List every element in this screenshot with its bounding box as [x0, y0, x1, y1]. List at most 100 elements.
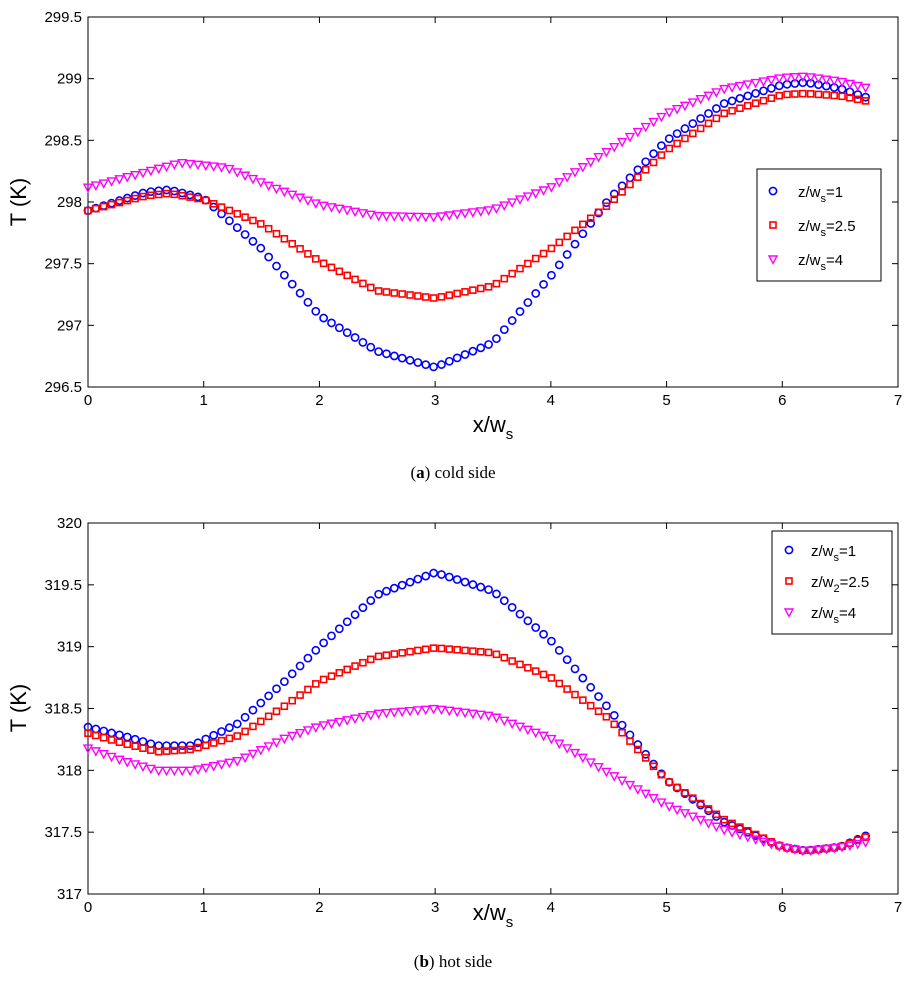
x-tick-label: 6: [778, 392, 786, 409]
data-point-b-series-2: [115, 738, 124, 746]
data-point-b-series-2: [390, 650, 399, 658]
data-point-b-series-2: [178, 746, 187, 754]
data-point-a-series-3: [318, 201, 329, 212]
data-point-a-series-3: [829, 76, 840, 87]
data-point-b-series-1: [437, 570, 446, 579]
data-point-a-series-2: [579, 220, 587, 229]
data-point-a-series-1: [523, 298, 533, 307]
data-point-b-series-1: [554, 645, 564, 655]
data-point-a-series-2: [681, 134, 689, 143]
data-point-a-series-2: [264, 224, 273, 233]
x-axis-label-a-sub: s: [506, 426, 514, 443]
data-point-a-series-1: [319, 313, 329, 323]
data-point-a-series-3: [239, 171, 251, 182]
data-point-a-series-3: [169, 160, 180, 171]
data-point-b-series-3: [208, 762, 219, 772]
data-point-a-series-3: [365, 210, 376, 221]
data-point-a-series-2: [783, 90, 791, 99]
data-point-a-series-2: [586, 214, 595, 223]
data-point-a-series-3: [514, 195, 526, 205]
data-point-b-series-1: [444, 572, 454, 582]
data-point-a-series-3: [797, 72, 808, 83]
data-point-a-series-1: [444, 356, 454, 366]
data-point-b-series-3: [844, 841, 856, 851]
legend-entry-b-1: z/ws=1: [811, 543, 856, 564]
data-point-a-series-1: [437, 360, 446, 369]
data-point-b-series-3: [349, 714, 361, 725]
legend-marker-a-2: [769, 221, 777, 229]
data-point-a-series-2: [736, 104, 744, 113]
data-point-a-series-2: [296, 245, 304, 253]
data-point-b-series-1: [287, 669, 297, 679]
data-point-b-series-1: [327, 631, 336, 641]
data-point-a-series-2: [186, 193, 194, 201]
data-point-b-series-2: [555, 679, 564, 688]
data-point-b-series-3: [609, 772, 620, 782]
data-point-a-series-1: [586, 218, 596, 228]
caption-b: (b) hot side: [414, 952, 492, 971]
data-point-a-series-2: [84, 206, 92, 215]
x-axis-label-b-sub: s: [506, 914, 514, 931]
data-point-a-series-1: [696, 114, 706, 123]
data-point-b-series-3: [546, 734, 557, 745]
data-point-a-series-3: [616, 137, 628, 148]
data-point-a-series-1: [649, 149, 658, 159]
y-tick-label: 319.5: [44, 577, 82, 594]
data-point-a-series-3: [357, 209, 369, 219]
data-point-a-series-2: [759, 96, 768, 105]
data-point-a-series-2: [791, 90, 799, 98]
data-point-a-series-3: [381, 212, 392, 222]
data-point-a-series-2: [225, 206, 234, 215]
data-point-b-series-1: [499, 596, 509, 606]
data-point-b-series-1: [609, 710, 619, 720]
data-point-b-series-3: [200, 763, 211, 774]
data-point-a-series-2: [421, 293, 430, 301]
y-tick-label: 317.5: [44, 824, 82, 841]
data-point-a-series-3: [805, 73, 816, 83]
data-point-a-series-3: [114, 175, 125, 185]
data-point-a-series-2: [806, 90, 815, 98]
data-point-b-series-2: [469, 647, 477, 655]
data-point-a-series-3: [349, 207, 361, 218]
legend-entry-a-2: z/ws=2.5: [798, 218, 856, 239]
data-point-a-series-3: [98, 179, 109, 189]
data-point-b-series-1: [272, 684, 281, 694]
data-point-a-series-1: [224, 216, 234, 226]
data-point-a-series-1: [578, 229, 588, 239]
data-point-a-series-1: [633, 165, 643, 175]
data-point-b-series-2: [728, 819, 736, 828]
data-point-a-series-1: [656, 141, 666, 151]
data-point-b-series-3: [82, 744, 94, 754]
data-point-a-series-3: [475, 207, 486, 217]
data-point-a-series-3: [750, 78, 761, 89]
data-point-b-series-2: [641, 754, 650, 762]
data-point-a-series-2: [704, 119, 713, 128]
data-point-b-series-2: [461, 646, 469, 655]
data-point-a-series-3: [404, 212, 416, 223]
data-point-a-series-2: [162, 189, 171, 198]
data-point-b-series-1: [279, 677, 289, 687]
data-point-a-series-3: [561, 173, 573, 183]
data-point-a-series-3: [640, 122, 651, 133]
data-point-b-series-2: [241, 727, 249, 736]
data-point-a-series-2: [343, 271, 352, 280]
data-point-b-series-2: [618, 728, 626, 737]
data-point-b-series-2: [319, 675, 328, 684]
data-point-a-series-2: [712, 114, 721, 123]
data-point-b-series-1: [405, 577, 415, 587]
data-point-b-series-1: [547, 636, 556, 646]
data-point-b-series-2: [92, 731, 100, 740]
data-point-b-series-1: [334, 624, 344, 634]
data-point-b-series-1: [586, 682, 596, 692]
data-point-a-series-2: [516, 264, 524, 273]
data-point-b-series-2: [406, 647, 414, 656]
data-point-b-series-2: [272, 707, 281, 716]
data-point-b-series-1: [515, 609, 525, 619]
data-point-a-series-1: [641, 157, 651, 167]
markers-a: [82, 72, 871, 372]
data-point-a-series-2: [838, 92, 846, 101]
data-point-a-series-1: [429, 362, 438, 372]
data-point-a-series-3: [577, 163, 589, 173]
x-axis-label-a: x/ws: [473, 412, 514, 443]
data-point-a-series-2: [319, 259, 328, 268]
